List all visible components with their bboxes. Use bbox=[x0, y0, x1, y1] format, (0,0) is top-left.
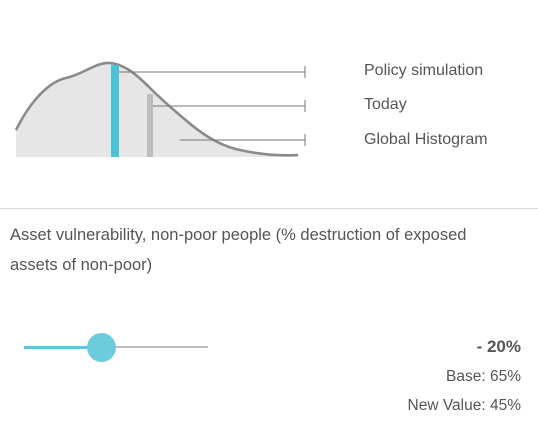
asset-vulnerability-slider[interactable] bbox=[24, 333, 208, 363]
base-value: Base: 65% bbox=[446, 368, 521, 385]
histogram-legend-graphic bbox=[14, 61, 306, 157]
today-label: Today bbox=[364, 96, 407, 113]
section-divider bbox=[0, 208, 538, 209]
distribution-curve bbox=[14, 61, 299, 157]
histogram-area bbox=[16, 62, 298, 157]
policy-simulation-marker bbox=[111, 65, 119, 157]
parameter-title: Asset vulnerability, non-poor people (% … bbox=[10, 226, 467, 274]
slider-track-remaining[interactable] bbox=[101, 346, 208, 348]
policy-simulation-label: Policy simulation bbox=[364, 62, 484, 79]
global-histogram-label: Global Histogram bbox=[364, 131, 488, 148]
delta-value: - 20% bbox=[476, 337, 521, 356]
slider-track-filled[interactable] bbox=[24, 346, 101, 349]
slider-thumb[interactable] bbox=[86, 333, 116, 362]
new-value: New Value: 45% bbox=[407, 397, 521, 414]
today-marker bbox=[147, 94, 153, 157]
histogram-legend: Policy simulation Today Global Histogram bbox=[0, 0, 538, 208]
